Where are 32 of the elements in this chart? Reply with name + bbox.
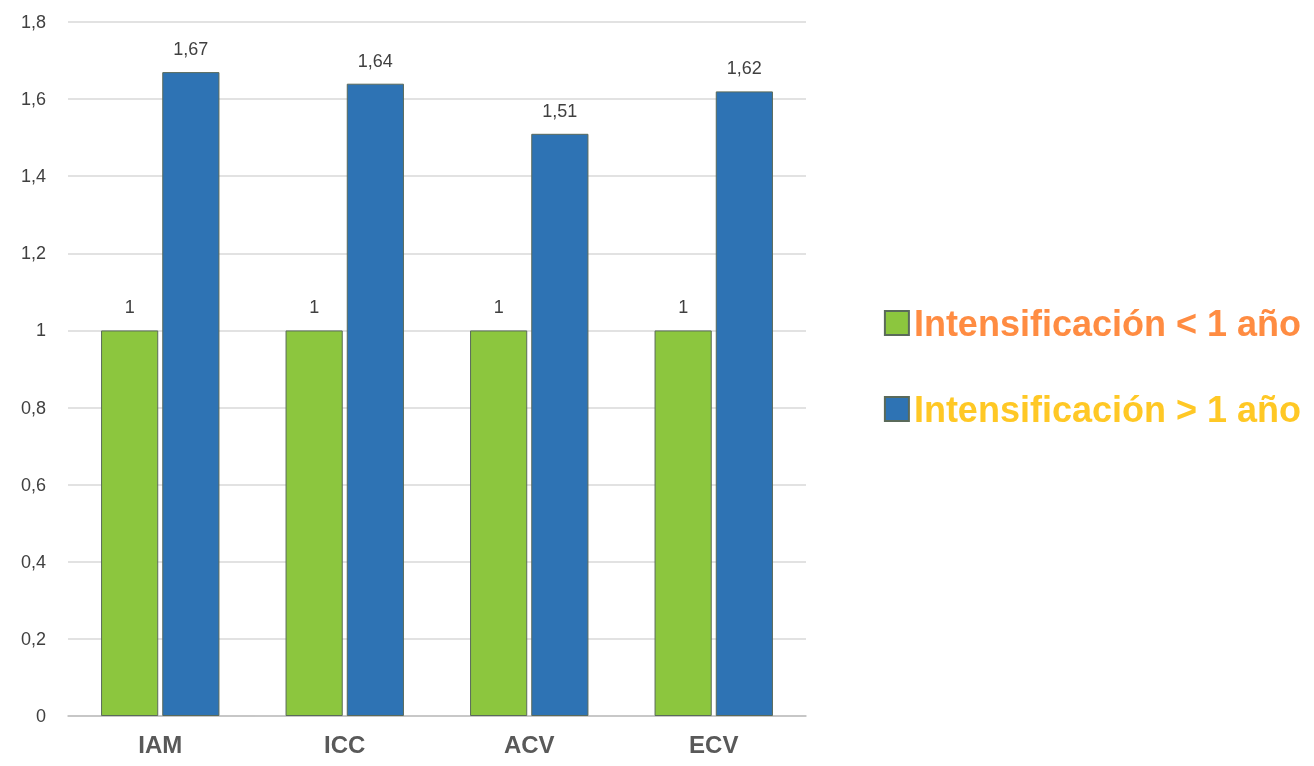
y-tick-label: 1 xyxy=(35,320,46,341)
y-tick-label: 0,4 xyxy=(20,551,46,572)
y-tick-label: 1,6 xyxy=(20,89,46,110)
y-tick-label: 0 xyxy=(35,706,46,726)
bar xyxy=(162,72,220,716)
bar xyxy=(470,330,528,716)
bar xyxy=(654,330,712,716)
x-tick-label: ECV xyxy=(689,730,739,758)
y-tick-label: 1,2 xyxy=(20,243,46,264)
legend-label: Intensificación > 1 año xyxy=(913,388,1301,430)
data-label: 1 xyxy=(124,297,135,318)
data-label: 1,67 xyxy=(173,39,209,60)
y-tick-label: 0,2 xyxy=(20,628,46,649)
y-tick-label: 0,6 xyxy=(20,474,46,495)
data-label: 1,62 xyxy=(726,58,762,79)
x-tick-label: IAM xyxy=(138,730,183,758)
bar xyxy=(346,83,404,716)
bar xyxy=(531,133,589,716)
bar xyxy=(101,330,159,716)
x-tick-label: ACV xyxy=(503,730,555,758)
data-label: 1 xyxy=(493,297,504,318)
bar xyxy=(285,330,343,716)
y-tick-label: 1,8 xyxy=(20,12,46,32)
x-tick-label: ICC xyxy=(324,730,366,758)
data-label: 1,51 xyxy=(542,100,578,121)
data-label: 1 xyxy=(678,297,689,318)
bar xyxy=(715,91,773,716)
data-label: 1,64 xyxy=(357,50,393,71)
data-label: 1 xyxy=(309,297,320,318)
y-tick-label: 1,4 xyxy=(20,166,46,187)
y-tick-label: 0,8 xyxy=(20,397,46,418)
legend-label: Intensificación < 1 año xyxy=(913,302,1301,344)
